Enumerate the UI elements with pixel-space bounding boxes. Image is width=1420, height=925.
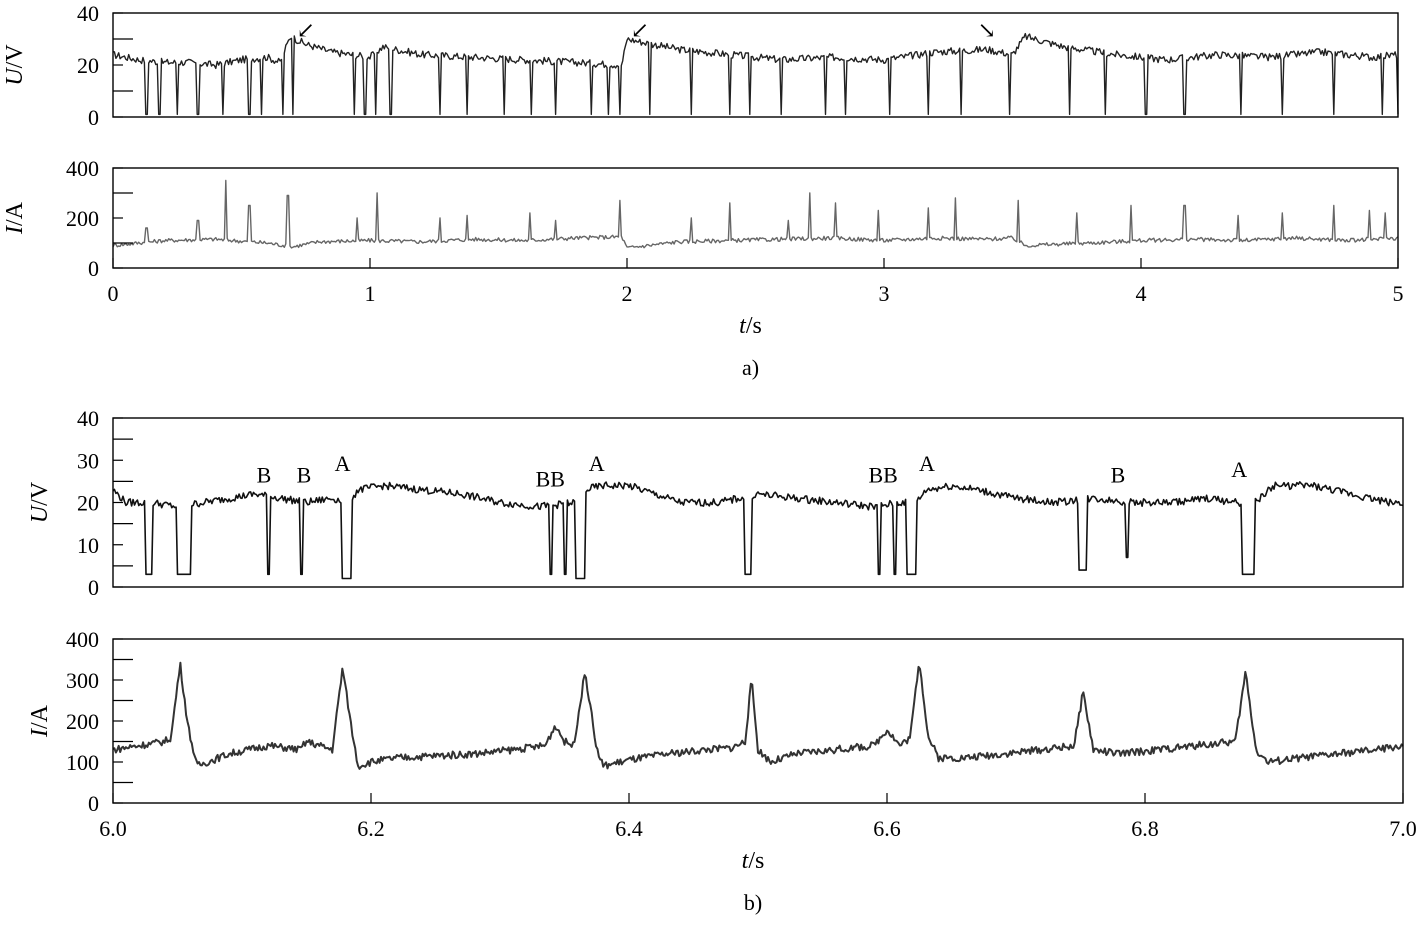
x-tick-label: 5 [1393, 281, 1404, 306]
panel-caption: a) [742, 355, 759, 380]
letter-annotation: B [297, 463, 312, 488]
arrow-annotation: ↙ [631, 17, 649, 42]
x-tick-label: 2 [622, 281, 633, 306]
x-tick-label: 0 [108, 281, 119, 306]
letter-annotation: A [1231, 457, 1247, 482]
signal-line [112, 481, 1404, 580]
x-tick-label: 6.0 [99, 816, 127, 841]
y-tick-label: 200 [66, 709, 99, 734]
signal-line [113, 32, 1399, 116]
y-tick-label: 400 [66, 156, 99, 181]
panel-caption: b) [744, 890, 762, 915]
x-tick-label: 6.2 [357, 816, 385, 841]
y-tick-label: 400 [66, 627, 99, 652]
panel-a-voltage: 0 20 40 U/V ↙ ↙ ↘ [2, 1, 1399, 130]
x-tick-label: 4 [1136, 281, 1147, 306]
letter-annotation: A [589, 451, 605, 476]
y-axis-label: I/A [2, 201, 28, 235]
y-tick-label: 0 [88, 791, 99, 816]
signal-line [112, 179, 1399, 249]
y-tick-label: 0 [88, 105, 99, 130]
y-tick-label: 20 [77, 53, 99, 78]
panel-b-current: 0 100 200 300 400 I/A 6.0 6.2 6.4 6.6 6.8 7.0 t/s b) [27, 627, 1417, 915]
y-axis-label: U/V [2, 44, 28, 86]
letter-annotation: B [257, 463, 272, 488]
y-tick-label: 10 [77, 533, 99, 558]
x-tick-label: 6.4 [615, 816, 643, 841]
signal-line [112, 661, 1404, 770]
x-tick-label: 6.6 [873, 816, 901, 841]
x-axis-label: t/s [742, 848, 765, 874]
y-axis-label: I/A [27, 704, 53, 738]
y-tick-label: 100 [66, 750, 99, 775]
y-tick-label: 0 [88, 575, 99, 600]
letter-annotation: A [919, 451, 935, 476]
y-tick-label: 20 [77, 491, 99, 516]
x-tick-label: 1 [365, 281, 376, 306]
y-tick-label: 40 [77, 1, 99, 26]
arrow-annotation: ↙ [297, 17, 315, 42]
x-tick-label: 6.8 [1131, 816, 1159, 841]
x-tick-label: 7.0 [1389, 816, 1417, 841]
x-axis-label: t/s [739, 313, 762, 339]
y-tick-label: 30 [77, 448, 99, 473]
arrow-annotation: ↘ [978, 17, 996, 42]
y-tick-label: 0 [88, 256, 99, 281]
y-tick-label: 200 [66, 206, 99, 231]
letter-annotation: A [335, 451, 351, 476]
y-tick-label: 300 [66, 668, 99, 693]
plot-frame [112, 638, 1404, 804]
x-tick-label: 3 [879, 281, 890, 306]
letter-annotation: B [1111, 463, 1126, 488]
letter-annotation: BB [536, 466, 565, 491]
panel-a-current: 0 200 400 I/A 0 1 2 3 4 5 t/s a) [2, 156, 1404, 380]
plot-frame [112, 167, 1399, 269]
y-tick-label: 40 [77, 406, 99, 431]
letter-annotation: BB [868, 463, 897, 488]
y-axis-label: U/V [27, 481, 53, 523]
